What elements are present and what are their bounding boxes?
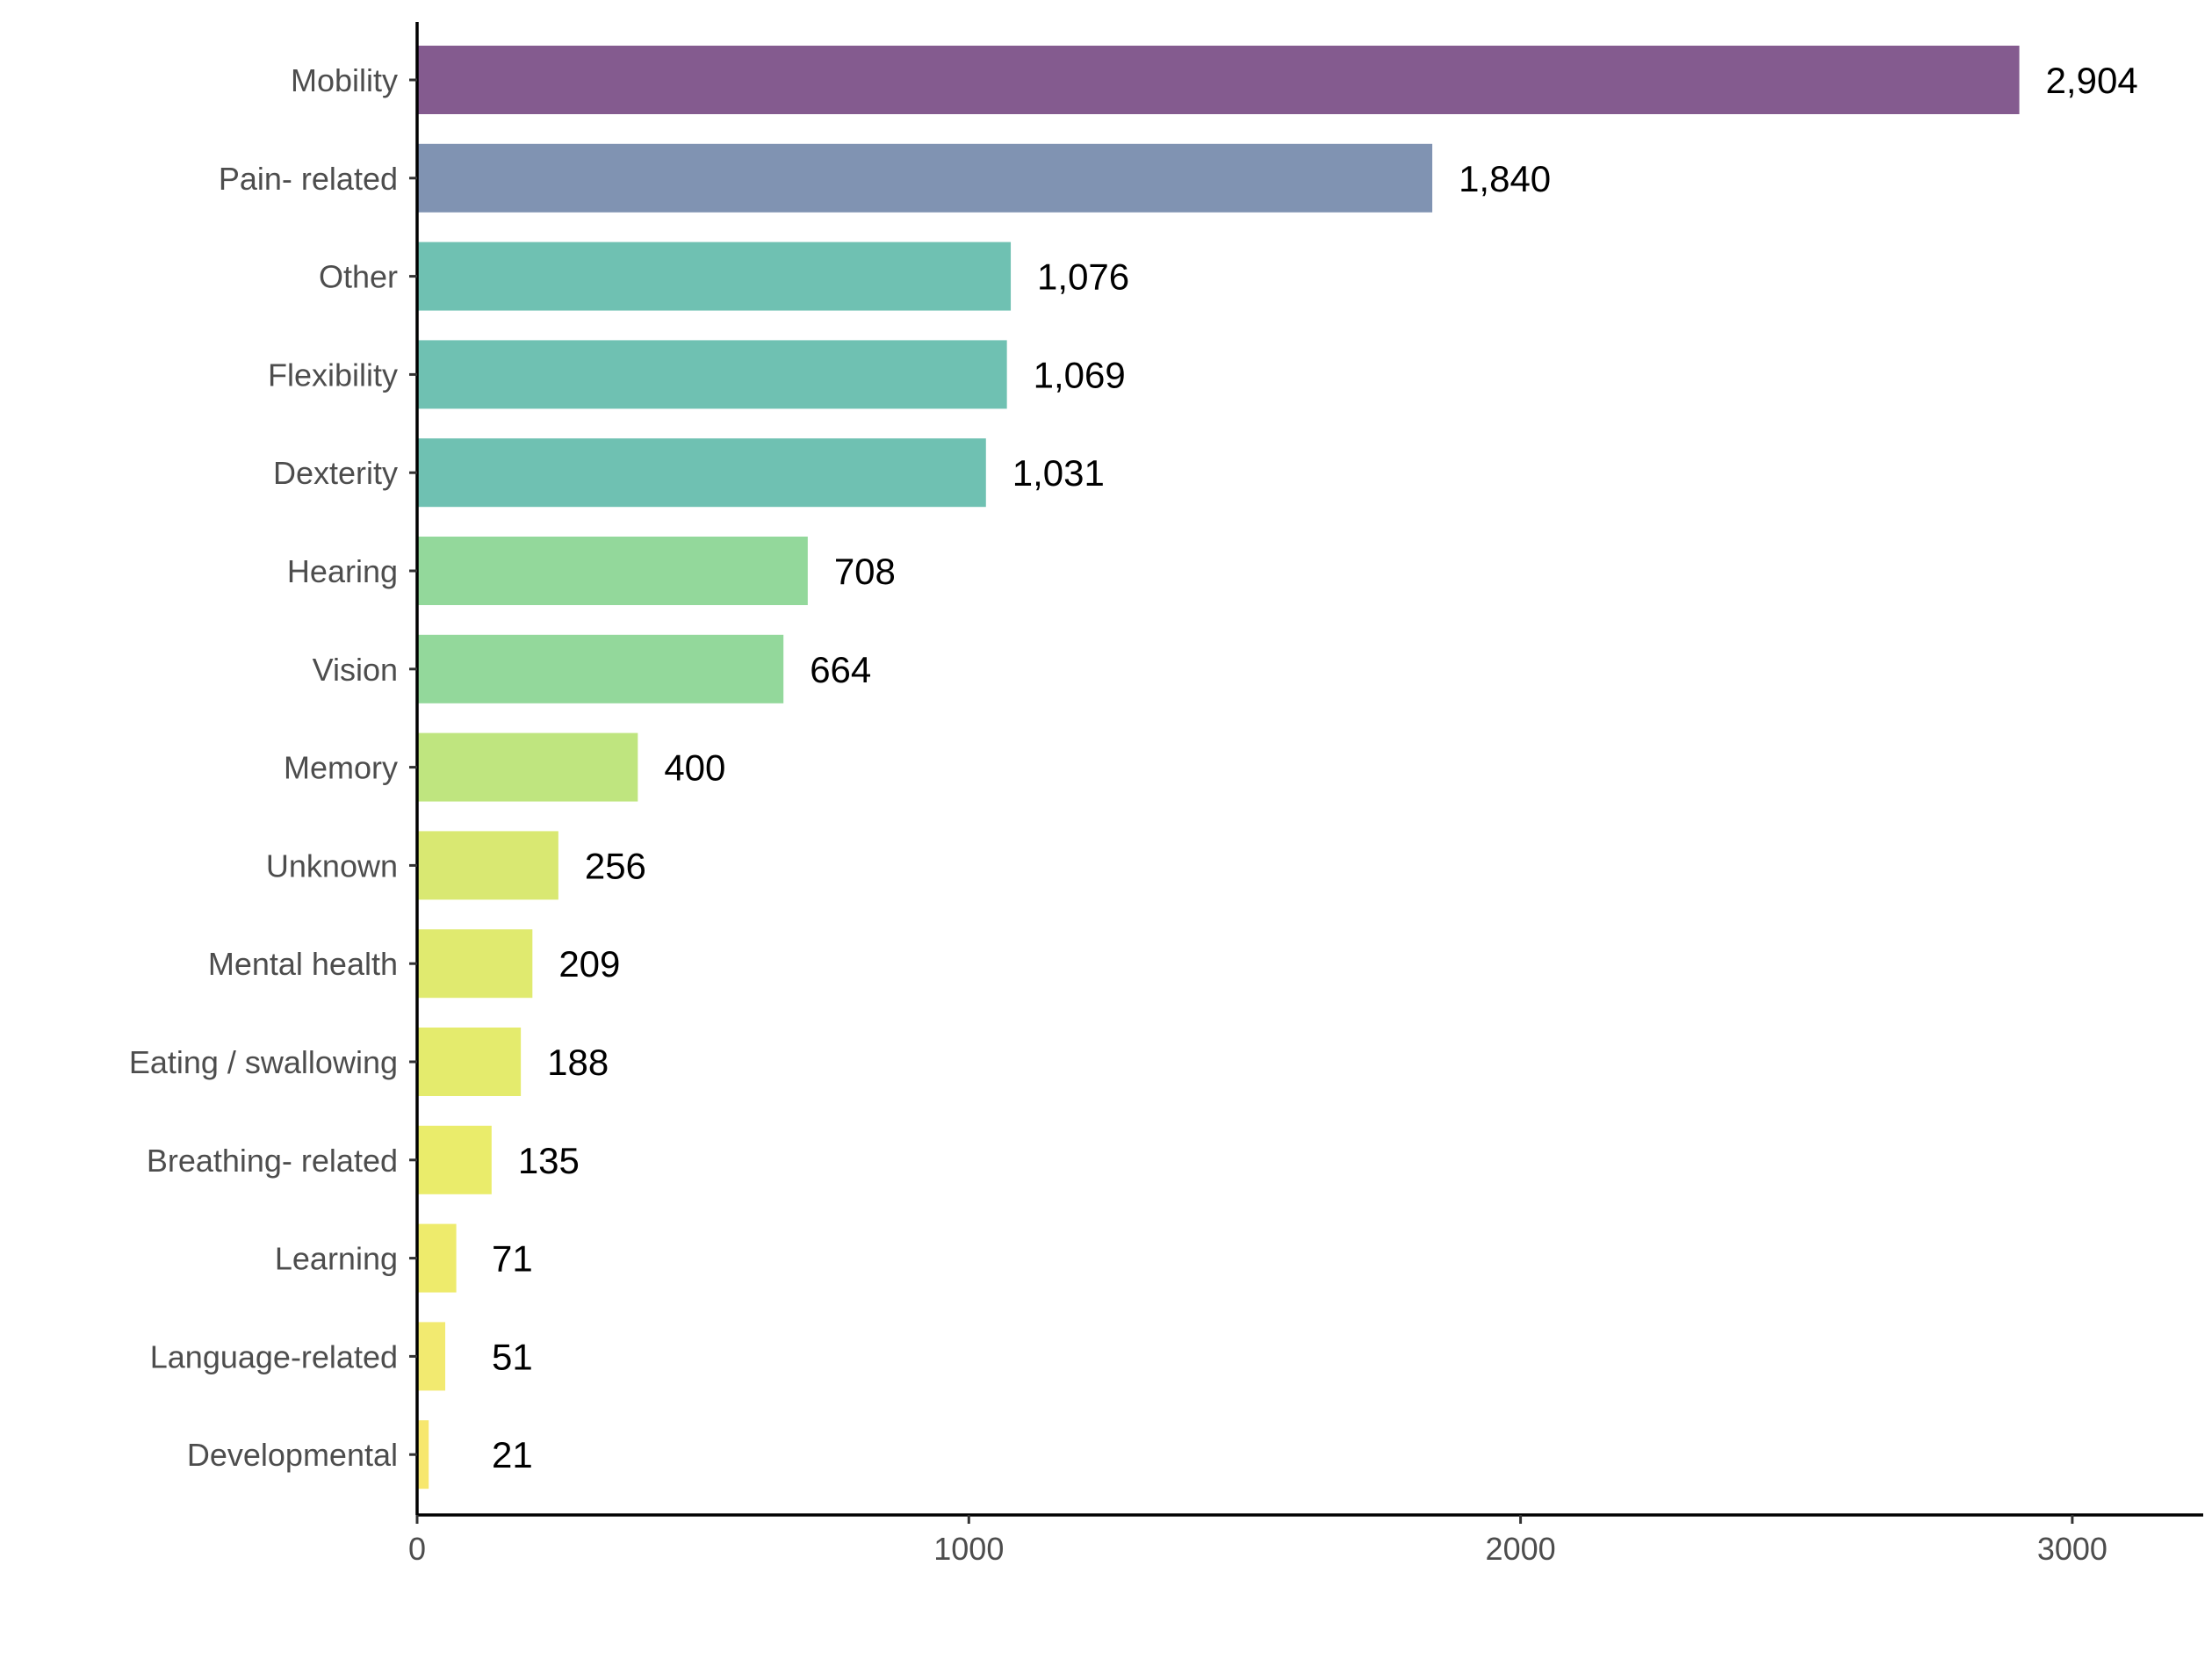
value-label-6: 664	[810, 649, 871, 690]
bar-2	[417, 242, 1012, 311]
category-label-14: Developmental	[187, 1437, 398, 1473]
bar-1	[417, 143, 1433, 213]
value-label-1: 1,840	[1459, 158, 1551, 199]
value-label-13: 51	[492, 1336, 533, 1377]
value-label-5: 708	[834, 551, 896, 592]
x-ticks: 0 1000 2000 3000	[408, 1515, 2108, 1567]
bar-9	[417, 929, 533, 999]
value-label-0: 2,904	[2046, 60, 2138, 101]
y-ticks: Mobility Pain- related Other Flexibility Dex…	[129, 62, 417, 1473]
bar-5	[417, 537, 808, 605]
category-label-10: Eating / swallowing	[129, 1044, 398, 1080]
bar-4	[417, 438, 986, 508]
category-label-13: Language-related	[150, 1338, 398, 1374]
bar-11	[417, 1125, 492, 1194]
category-label-9: Mental health	[208, 946, 398, 982]
x-tick-label-0: 0	[408, 1531, 426, 1567]
value-label-10: 188	[547, 1042, 609, 1083]
value-label-14: 21	[492, 1434, 533, 1475]
bar-10	[417, 1028, 522, 1096]
category-label-6: Vision	[313, 652, 398, 688]
bar-13	[417, 1322, 446, 1391]
bar-0	[417, 46, 2020, 114]
bars-group	[417, 46, 2020, 1489]
bar-3	[417, 340, 1007, 409]
value-label-8: 256	[585, 845, 646, 886]
category-label-12: Learning	[275, 1241, 398, 1277]
value-label-9: 209	[558, 943, 620, 985]
value-label-3: 1,069	[1034, 354, 1126, 395]
bar-12	[417, 1223, 457, 1293]
x-tick-label-1: 1000	[933, 1531, 1004, 1567]
x-tick-label-3: 3000	[2037, 1531, 2108, 1567]
category-label-8: Unknown	[266, 848, 398, 884]
value-label-7: 400	[664, 747, 725, 789]
category-label-0: Mobility	[291, 62, 398, 98]
value-label-11: 135	[518, 1140, 580, 1181]
value-labels-group: 2,904 1,840 1,076 1,069 1,031 708 664 400 256 209…	[492, 60, 2138, 1475]
value-label-4: 1,031	[1012, 452, 1105, 494]
category-label-11: Breathing- related	[147, 1143, 398, 1179]
category-label-5: Hearing	[287, 553, 398, 589]
category-label-1: Pain- related	[219, 161, 398, 197]
bar-7	[417, 732, 638, 802]
category-label-7: Memory	[284, 750, 398, 786]
x-axis: 0 1000 2000 3000	[408, 1513, 2203, 1567]
bar-6	[417, 634, 784, 703]
x-tick-label-2: 2000	[1486, 1531, 1556, 1567]
category-label-4: Dexterity	[273, 455, 398, 491]
bar-8	[417, 831, 558, 900]
value-label-12: 71	[492, 1238, 533, 1280]
y-axis: Mobility Pain- related Other Flexibility Dex…	[129, 22, 419, 1515]
category-label-2: Other	[319, 259, 398, 295]
value-label-2: 1,076	[1037, 256, 1129, 298]
bar-14	[417, 1420, 429, 1489]
category-label-3: Flexibility	[268, 357, 398, 393]
